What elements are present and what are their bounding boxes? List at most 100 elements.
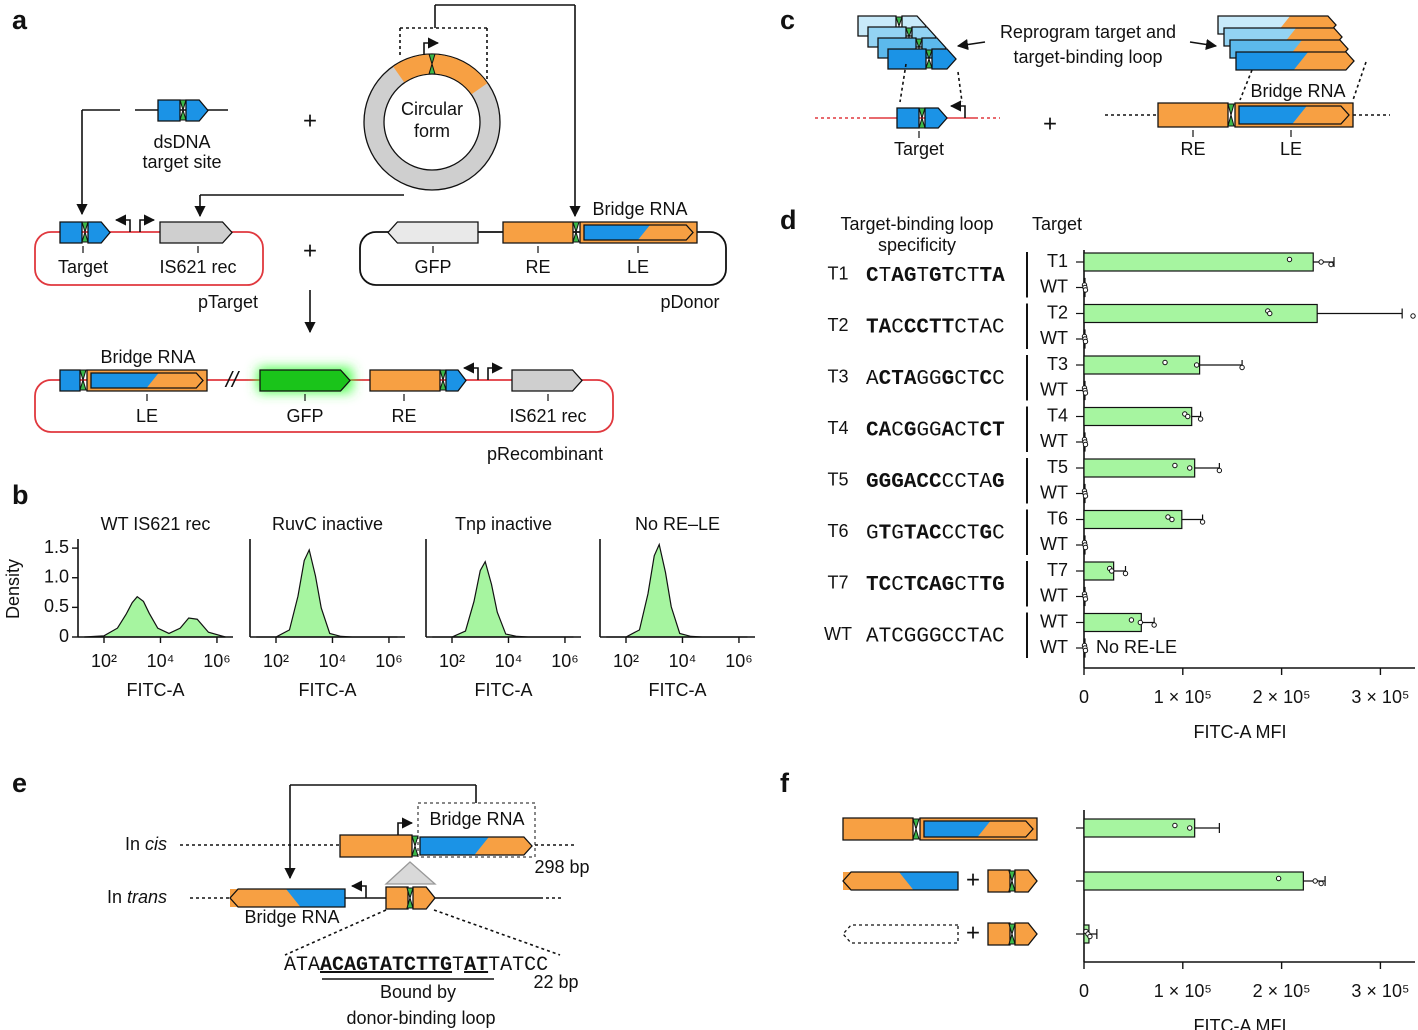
gene xyxy=(159,221,233,244)
y-tick-label: 0 xyxy=(59,626,69,646)
label: target-binding loop xyxy=(1013,47,1162,67)
y-tick-label: 1.5 xyxy=(44,537,69,557)
header: Target xyxy=(1032,214,1082,234)
base-run: CCTA xyxy=(942,470,993,493)
label: Bridge RNA xyxy=(100,347,195,367)
base-run: CT xyxy=(954,419,979,442)
promoter xyxy=(487,362,504,380)
base-run: TCAG xyxy=(904,573,954,596)
replicate xyxy=(1193,362,1200,368)
x-axis-label: FITC-A MFI xyxy=(1194,1016,1287,1030)
segment xyxy=(339,834,413,858)
plus: + xyxy=(303,237,317,264)
replicate xyxy=(1172,822,1178,829)
target-label: WT xyxy=(1040,328,1068,348)
base-run: CA xyxy=(866,419,892,442)
gene xyxy=(931,48,957,70)
base-run: GT xyxy=(929,264,954,287)
base-run: T xyxy=(452,954,464,977)
rna-outline xyxy=(842,871,959,891)
density-area xyxy=(606,542,748,638)
bar xyxy=(1083,303,1318,324)
base-run: CCTT xyxy=(904,316,954,339)
connector xyxy=(284,909,387,956)
row-prefix: In xyxy=(107,887,122,907)
x-tick-label: 2 × 10⁵ xyxy=(1253,981,1311,1001)
x-tick-label: 0 xyxy=(1079,687,1089,707)
core xyxy=(1008,923,1016,945)
sequence: GGGACCCCTAG xyxy=(866,470,1005,493)
y-tick-label: 1.0 xyxy=(44,566,69,586)
gene xyxy=(1014,869,1038,893)
rna-part xyxy=(1239,106,1307,124)
label: Bridge RNA xyxy=(244,907,339,927)
label: IS621 rec xyxy=(159,257,236,277)
promoter xyxy=(462,362,479,380)
density-area xyxy=(84,595,226,638)
error-bar xyxy=(1317,308,1403,319)
base-run: G xyxy=(979,522,992,545)
core xyxy=(572,221,580,243)
density-area xyxy=(432,560,574,638)
connector xyxy=(1352,61,1367,101)
panel-letter: d xyxy=(780,205,797,235)
replicate xyxy=(1162,359,1168,366)
replicate xyxy=(1199,519,1206,525)
segment xyxy=(1157,102,1229,128)
replicate xyxy=(1082,441,1089,448)
x-tick-label: 10² xyxy=(613,651,639,671)
replicate xyxy=(1328,261,1334,268)
base-run: G xyxy=(891,522,904,545)
base-run: C xyxy=(891,573,904,596)
promoter xyxy=(423,37,440,55)
segment xyxy=(987,922,1011,946)
replicate xyxy=(1108,568,1115,574)
replicate xyxy=(1275,875,1282,882)
gene xyxy=(511,369,583,392)
base-run: T xyxy=(916,264,929,287)
promoter xyxy=(397,817,414,835)
rna-part xyxy=(924,821,991,837)
bar xyxy=(1083,612,1142,633)
row-prefix: In xyxy=(125,834,140,854)
replicate xyxy=(1216,467,1223,474)
replicate xyxy=(1318,259,1324,265)
segment xyxy=(385,886,409,910)
core xyxy=(925,49,933,69)
core xyxy=(1008,870,1016,892)
error-bar xyxy=(1199,360,1243,370)
plus: + xyxy=(966,866,980,893)
y-tick-label: 0.5 xyxy=(44,596,69,616)
rna-part xyxy=(286,889,345,907)
connector xyxy=(433,909,561,956)
rna-outline xyxy=(229,888,346,908)
sequence: TACCCTTCTAC xyxy=(866,316,1005,339)
replicate xyxy=(1082,287,1089,293)
base-run: TA xyxy=(866,316,892,339)
bar xyxy=(1083,355,1201,375)
gene xyxy=(412,886,436,910)
gene xyxy=(445,369,467,392)
replicate xyxy=(1286,256,1293,263)
base-run: GG xyxy=(916,419,941,442)
base-run: TATCC xyxy=(488,954,548,977)
replicate xyxy=(1267,310,1273,317)
group-label: T6 xyxy=(827,521,848,541)
rna-part xyxy=(420,837,489,855)
x-tick-label: 10⁶ xyxy=(203,651,230,671)
base-run: C xyxy=(866,264,879,287)
rna-part xyxy=(1236,52,1309,70)
core xyxy=(439,369,447,391)
panel-letter: a xyxy=(12,5,28,35)
sequence: ATCGGGCCTAC xyxy=(866,625,1005,648)
connector xyxy=(956,38,986,51)
replicate xyxy=(1137,619,1144,626)
label: dsDNA xyxy=(153,132,210,152)
base-run: GG xyxy=(916,367,941,390)
base-run: ACAGTATCTTG xyxy=(320,954,452,977)
x-tick-label: 1 × 10⁵ xyxy=(1154,981,1212,1001)
base-run: TAC xyxy=(904,522,942,545)
promoter xyxy=(114,214,131,232)
replicate xyxy=(1128,617,1135,623)
replicate xyxy=(1312,878,1318,884)
